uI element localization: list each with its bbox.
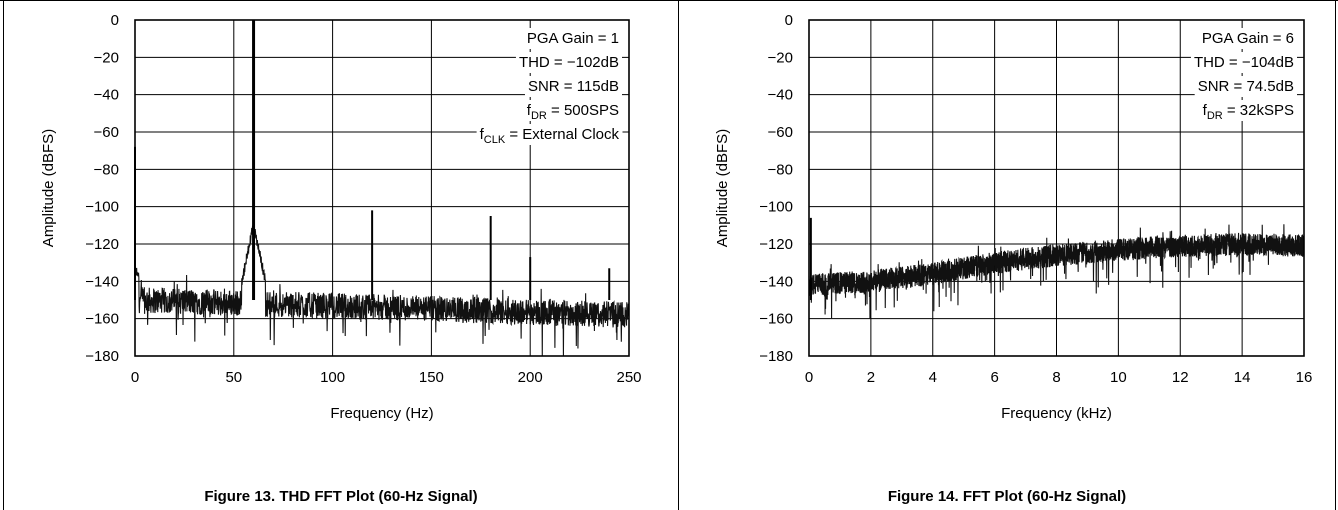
annotation-text: fDR = 500SPS [527, 102, 619, 122]
x-tick-label: 2 [867, 369, 875, 386]
plot-frame [808, 19, 1305, 357]
y-axis-label: Amplitude (dBFS) [714, 129, 731, 247]
annotation-subscript: DR [1207, 110, 1223, 122]
x-tick-label: 12 [1172, 369, 1189, 386]
left-border [3, 0, 4, 510]
annotation-text: THD = −104dB [1194, 54, 1294, 71]
annotation-main: f [480, 126, 485, 143]
x-tick-label: 100 [320, 369, 345, 386]
annotation-background [1194, 76, 1297, 97]
chart-1: 0 50 100 150 200 250 0 −20 −40 −60 −80 −100 −120 −140… [40, 12, 642, 422]
x-tick-label: 0 [805, 369, 813, 386]
y-tick-label: 0 [785, 12, 793, 29]
annotation-main: PGA Gain = 6 [1202, 30, 1294, 47]
y-tick-label: −20 [768, 49, 793, 66]
x-tick-label: 6 [990, 369, 998, 386]
x-tick-label: 4 [929, 369, 937, 386]
chart-2: 0 2 4 6 8 10 12 14 16 0 −20 −40 −60 −80 −100 −120 −140 −1… [714, 12, 1312, 422]
annotation-background [1198, 28, 1297, 49]
x-tick-label: 8 [1052, 369, 1060, 386]
x-axis-label: Frequency (Hz) [330, 405, 433, 422]
x-tick-label: 10 [1110, 369, 1127, 386]
y-tick-label: −100 [759, 199, 793, 216]
x-tick-label: 14 [1234, 369, 1251, 386]
y-tick-label: −160 [85, 311, 119, 328]
annotation-rest: = 500SPS [547, 102, 619, 119]
annotation-background [1199, 100, 1297, 121]
x-tick-label: 50 [225, 369, 242, 386]
y-tick-label: −40 [768, 87, 793, 104]
noise-trace [134, 221, 630, 357]
panel-divider [678, 0, 679, 510]
annotation-text: PGA Gain = 1 [527, 30, 619, 47]
x-tick-label: 150 [419, 369, 444, 386]
y-tick-label: −160 [759, 311, 793, 328]
annotation-subscript: DR [531, 110, 547, 122]
annotation-subscript: CLK [484, 134, 506, 146]
x-tick-label: 200 [518, 369, 543, 386]
plot-frame [134, 19, 630, 357]
y-tick-label: −80 [94, 161, 119, 178]
y-tick-label: −40 [94, 87, 119, 104]
x-tick-label: 0 [131, 369, 139, 386]
right-border [1335, 0, 1336, 510]
annotation-main: f [1203, 102, 1208, 119]
annotation-text: THD = −102dB [519, 54, 619, 71]
annotation-background [523, 100, 622, 121]
y-tick-label: −60 [768, 124, 793, 141]
y-tick-label: −180 [85, 348, 119, 365]
y-tick-label: −60 [94, 124, 119, 141]
annotation-text: fDR = 32kSPS [1203, 102, 1294, 122]
annotation-text: SNR = 115dB [528, 78, 619, 95]
annotation-background [1190, 52, 1297, 73]
annotation-main: f [527, 102, 532, 119]
annotation-text: SNR = 74.5dB [1198, 78, 1294, 95]
x-tick-label: 16 [1296, 369, 1313, 386]
annotation-main: THD = −102dB [519, 54, 619, 71]
annotation-background [524, 76, 622, 97]
figure-13-caption: Figure 13. THD FFT Plot (60-Hz Signal) [204, 488, 478, 505]
y-tick-label: −100 [85, 199, 119, 216]
top-border [0, 0, 1338, 1]
annotation-main: SNR = 74.5dB [1198, 78, 1294, 95]
y-tick-label: −180 [759, 348, 793, 365]
y-tick-label: −140 [759, 273, 793, 290]
y-tick-label: −20 [94, 49, 119, 66]
noise-trace [808, 224, 1305, 319]
annotation-rest: = 32kSPS [1223, 102, 1294, 119]
annotation-main: SNR = 115dB [528, 78, 619, 95]
y-axis-label: Amplitude (dBFS) [40, 129, 57, 247]
y-tick-label: −80 [768, 161, 793, 178]
x-axis-label: Frequency (kHz) [1001, 405, 1112, 422]
annotation-text: PGA Gain = 6 [1202, 30, 1294, 47]
annotation-background [515, 52, 622, 73]
annotation-background [476, 124, 623, 145]
y-tick-label: −120 [85, 236, 119, 253]
y-tick-label: −140 [85, 273, 119, 290]
annotation-main: PGA Gain = 1 [527, 30, 619, 47]
x-tick-label: 250 [616, 369, 641, 386]
y-tick-label: −120 [759, 236, 793, 253]
figure-14-caption: Figure 14. FFT Plot (60-Hz Signal) [887, 488, 1127, 505]
annotation-text: fCLK = External Clock [480, 126, 620, 146]
y-tick-label: 0 [111, 12, 119, 29]
annotation-rest: = External Clock [505, 126, 619, 143]
annotation-main: THD = −104dB [1194, 54, 1294, 71]
annotation-background [523, 28, 622, 49]
